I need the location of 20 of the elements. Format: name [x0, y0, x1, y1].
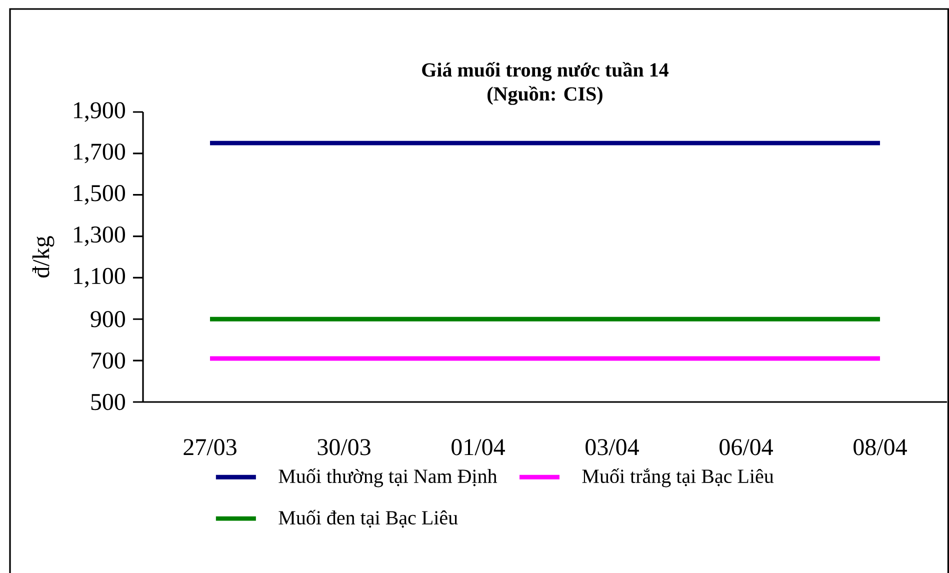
- y-tick-label: 1,300: [74, 226, 126, 246]
- legend-label: Muối thường tại Nam Định: [278, 468, 498, 488]
- y-axis-title: đ/kg: [32, 236, 54, 278]
- y-tick-label: 1,500: [74, 185, 126, 205]
- x-tick-label: 08/04: [854, 439, 907, 456]
- x-tick-label: 30/03: [318, 439, 370, 456]
- y-tick-label: 1,700: [74, 144, 126, 164]
- x-tick-label: 01/04: [452, 439, 505, 456]
- legend-label: Muối trắng tại Bạc Liêu: [582, 468, 774, 488]
- chart-title: Giá muối trong nước tuần 14: [422, 62, 668, 81]
- y-tick-label: 900: [90, 311, 126, 328]
- x-tick-label: 06/04: [720, 439, 773, 456]
- y-tick-label: 1,100: [74, 268, 126, 288]
- y-tick-label: 500: [91, 394, 126, 410]
- chart-subtitle: (Nguồn: CIS): [488, 86, 602, 105]
- legend-label: Muối đen tại Bạc Liêu: [278, 510, 458, 528]
- y-tick-label: 700: [92, 352, 126, 369]
- x-tick-label: 03/04: [586, 439, 639, 456]
- y-tick-label: 1,900: [74, 102, 126, 122]
- x-tick-label: 27/03: [184, 439, 236, 456]
